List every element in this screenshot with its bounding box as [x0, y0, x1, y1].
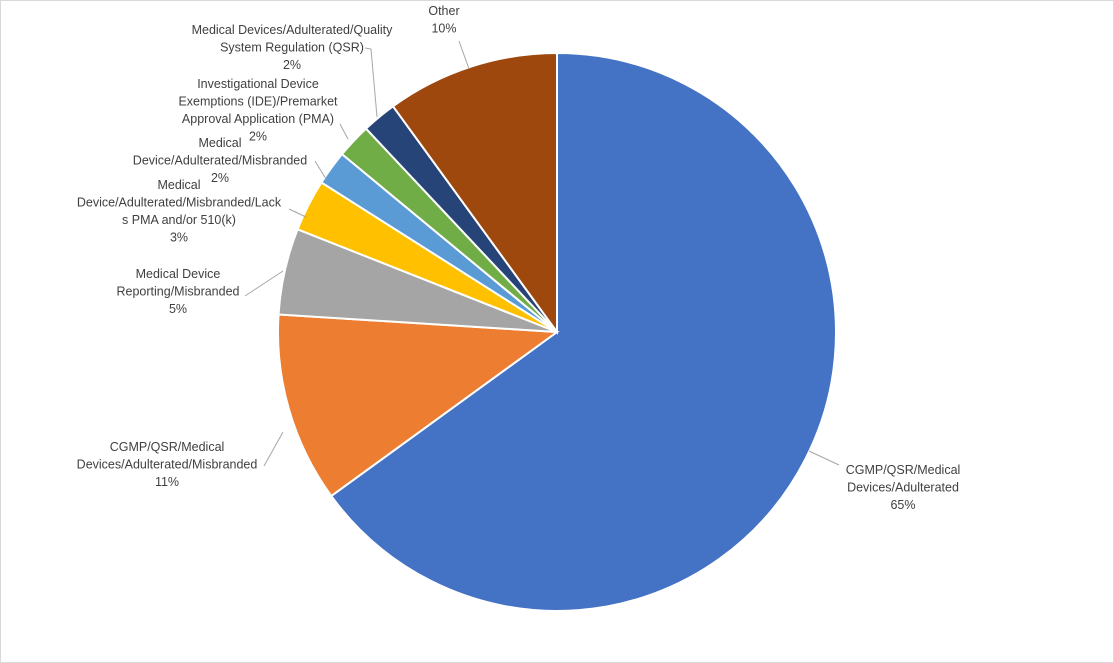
data-label-category-3: Medical Device: [136, 267, 221, 281]
data-label-category-2: CGMP/QSR/Medical: [110, 440, 225, 454]
data-label-category-1: CGMP/QSR/Medical: [846, 463, 961, 477]
leader-line-4: [288, 208, 307, 218]
leader-line-2: [263, 431, 284, 467]
data-label-category-3: Reporting/Misbranded: [117, 285, 240, 299]
leader-line-5: [314, 160, 327, 180]
data-label-category-6: Exemptions (IDE)/Premarket: [178, 95, 338, 109]
data-label-percent-4: 3%: [170, 231, 188, 245]
pie-slice-8: [391, 51, 558, 336]
data-label-category-4: s PMA and/or 510(k): [122, 213, 236, 227]
data-label-category-5: Medical: [198, 136, 241, 150]
data-label-category-6: Investigational Device: [197, 77, 319, 91]
data-label-category-7: Medical Devices/Adulterated/Quality: [192, 23, 394, 37]
data-label-percent-6: 2%: [249, 130, 267, 144]
leader-lines: [244, 40, 840, 467]
data-label-category-4: Medical: [157, 178, 200, 192]
data-label-category-7: System Regulation (QSR): [220, 41, 364, 55]
leader-line-1: [808, 450, 840, 466]
leader-line-3: [244, 270, 284, 297]
data-label-percent-8: 10%: [431, 22, 456, 36]
data-label-percent-7: 2%: [283, 58, 301, 72]
data-label-category-5: Device/Adulterated/Misbranded: [133, 154, 307, 168]
data-label-percent-3: 5%: [169, 302, 187, 316]
leader-line-7: [364, 47, 378, 118]
pie-slice-1: [329, 51, 837, 612]
pie-slice-2: [277, 313, 560, 498]
leader-line-6: [339, 123, 349, 140]
data-label-percent-1: 65%: [890, 498, 915, 512]
data-label-percent-5: 2%: [211, 171, 229, 185]
data-label-category-4: Device/Adulterated/Misbranded/Lack: [77, 196, 282, 210]
pie-slices: [277, 51, 837, 612]
data-label-category-6: Approval Application (PMA): [182, 112, 334, 126]
data-labels: CGMP/QSR/Medical Devices/Adulterated 65% CG…: [77, 4, 961, 512]
data-label-category-2: Devices/Adulterated/Misbranded: [77, 458, 258, 472]
data-label-percent-2: 11%: [155, 475, 179, 489]
data-label-category-8: Other: [428, 4, 459, 18]
data-label-category-1: Devices/Adulterated: [847, 481, 959, 495]
leader-line-8: [458, 40, 470, 70]
